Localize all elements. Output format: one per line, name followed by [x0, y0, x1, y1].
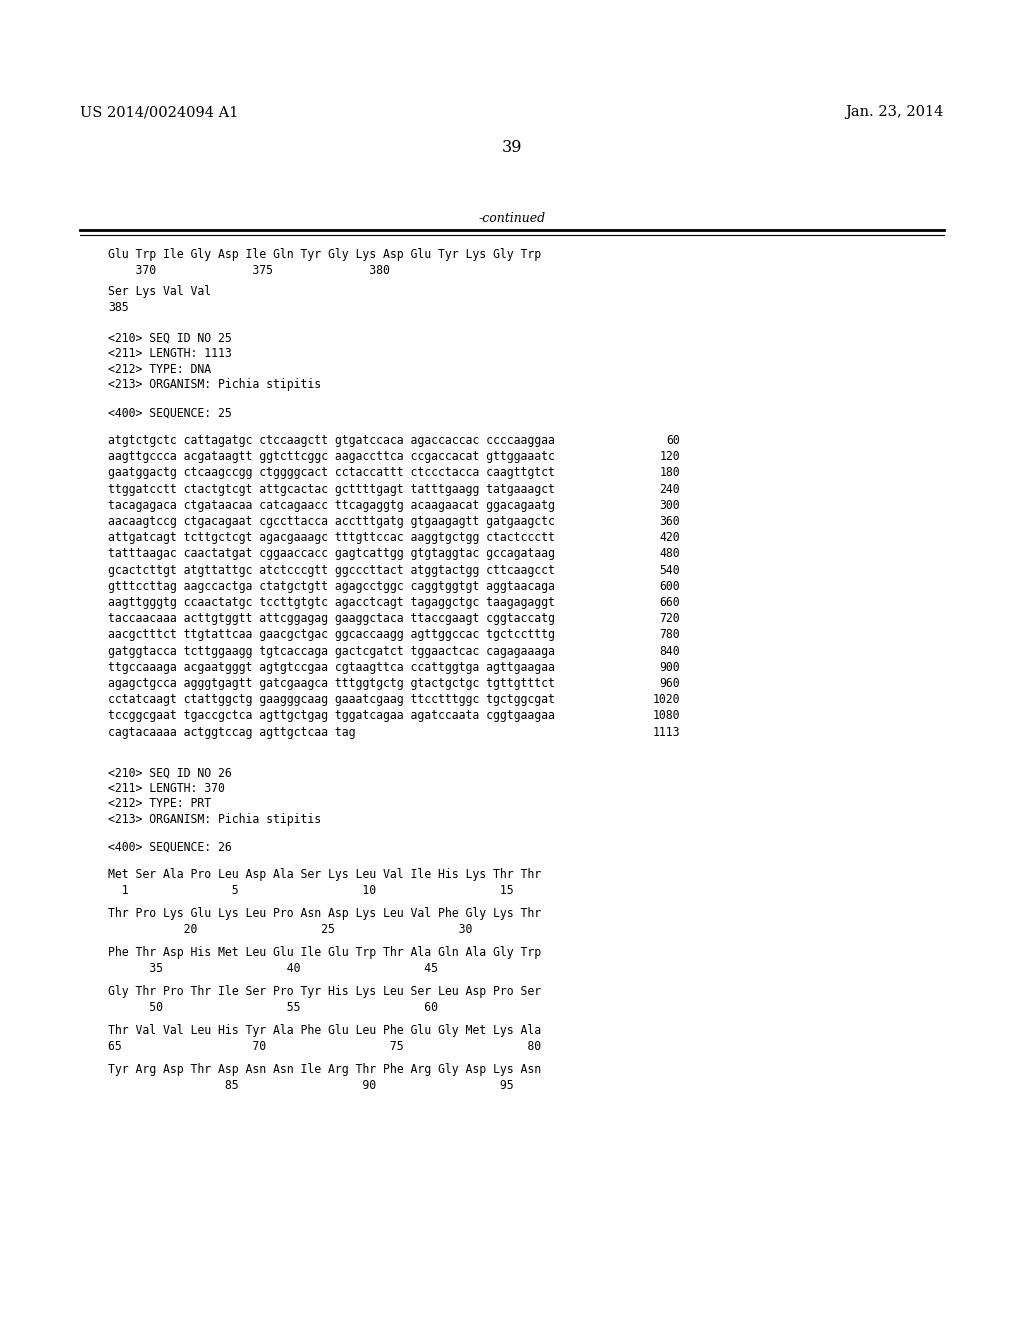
Text: Tyr Arg Asp Thr Asp Asn Asn Ile Arg Thr Phe Arg Gly Asp Lys Asn: Tyr Arg Asp Thr Asp Asn Asn Ile Arg Thr … [108, 1064, 541, 1076]
Text: attgatcagt tcttgctcgt agacgaaagc tttgttccac aaggtgctgg ctactccctt: attgatcagt tcttgctcgt agacgaaagc tttgttc… [108, 531, 555, 544]
Text: <210> SEQ ID NO 26: <210> SEQ ID NO 26 [108, 766, 231, 779]
Text: taccaacaaa acttgtggtt attcggagag gaaggctaca ttaccgaagt cggtaccatg: taccaacaaa acttgtggtt attcggagag gaaggct… [108, 612, 555, 626]
Text: 385: 385 [108, 301, 129, 314]
Text: tccggcgaat tgaccgctca agttgctgag tggatcagaa agatccaata cggtgaagaa: tccggcgaat tgaccgctca agttgctgag tggatca… [108, 709, 555, 722]
Text: aagttgccca acgataagtt ggtcttcggc aagaccttca ccgaccacat gttggaaatc: aagttgccca acgataagtt ggtcttcggc aagacct… [108, 450, 555, 463]
Text: 780: 780 [659, 628, 680, 642]
Text: Thr Pro Lys Glu Lys Leu Pro Asn Asp Lys Leu Val Phe Gly Lys Thr: Thr Pro Lys Glu Lys Leu Pro Asn Asp Lys … [108, 907, 541, 920]
Text: 900: 900 [659, 661, 680, 673]
Text: agagctgcca agggtgagtt gatcgaagca tttggtgctg gtactgctgc tgttgtttct: agagctgcca agggtgagtt gatcgaagca tttggtg… [108, 677, 555, 690]
Text: <400> SEQUENCE: 26: <400> SEQUENCE: 26 [108, 841, 231, 854]
Text: <213> ORGANISM: Pichia stipitis: <213> ORGANISM: Pichia stipitis [108, 379, 322, 391]
Text: <211> LENGTH: 1113: <211> LENGTH: 1113 [108, 347, 231, 360]
Text: 300: 300 [659, 499, 680, 512]
Text: gaatggactg ctcaagccgg ctggggcact cctaccattt ctccctacca caagttgtct: gaatggactg ctcaagccgg ctggggcact cctacca… [108, 466, 555, 479]
Text: 600: 600 [659, 579, 680, 593]
Text: <210> SEQ ID NO 25: <210> SEQ ID NO 25 [108, 331, 231, 345]
Text: 1113: 1113 [652, 726, 680, 739]
Text: Glu Trp Ile Gly Asp Ile Gln Tyr Gly Lys Asp Glu Tyr Lys Gly Trp: Glu Trp Ile Gly Asp Ile Gln Tyr Gly Lys … [108, 248, 541, 261]
Text: 960: 960 [659, 677, 680, 690]
Text: 65                   70                  75                  80: 65 70 75 80 [108, 1040, 541, 1053]
Text: Thr Val Val Leu His Tyr Ala Phe Glu Leu Phe Glu Gly Met Lys Ala: Thr Val Val Leu His Tyr Ala Phe Glu Leu … [108, 1024, 541, 1038]
Text: 660: 660 [659, 597, 680, 609]
Text: 360: 360 [659, 515, 680, 528]
Text: 480: 480 [659, 548, 680, 561]
Text: 370              375              380: 370 375 380 [108, 264, 390, 276]
Text: <212> TYPE: PRT: <212> TYPE: PRT [108, 797, 211, 810]
Text: <400> SEQUENCE: 25: <400> SEQUENCE: 25 [108, 407, 231, 418]
Text: 35                  40                  45: 35 40 45 [108, 962, 438, 975]
Text: 420: 420 [659, 531, 680, 544]
Text: Met Ser Ala Pro Leu Asp Ala Ser Lys Leu Val Ile His Lys Thr Thr: Met Ser Ala Pro Leu Asp Ala Ser Lys Leu … [108, 869, 541, 882]
Text: 1               5                  10                  15: 1 5 10 15 [108, 884, 514, 896]
Text: 840: 840 [659, 644, 680, 657]
Text: tacagagaca ctgataacaa catcagaacc ttcagaggtg acaagaacat ggacagaatg: tacagagaca ctgataacaa catcagaacc ttcagag… [108, 499, 555, 512]
Text: <212> TYPE: DNA: <212> TYPE: DNA [108, 363, 211, 376]
Text: 50                  55                  60: 50 55 60 [108, 1001, 438, 1014]
Text: Phe Thr Asp His Met Leu Glu Ile Glu Trp Thr Ala Gln Ala Gly Trp: Phe Thr Asp His Met Leu Glu Ile Glu Trp … [108, 946, 541, 960]
Text: aagttgggtg ccaactatgc tccttgtgtc agacctcagt tagaggctgc taagagaggt: aagttgggtg ccaactatgc tccttgtgtc agacctc… [108, 597, 555, 609]
Text: Ser Lys Val Val: Ser Lys Val Val [108, 285, 211, 298]
Text: 240: 240 [659, 483, 680, 495]
Text: cagtacaaaa actggtccag agttgctcaa tag: cagtacaaaa actggtccag agttgctcaa tag [108, 726, 355, 739]
Text: 180: 180 [659, 466, 680, 479]
Text: 540: 540 [659, 564, 680, 577]
Text: 120: 120 [659, 450, 680, 463]
Text: cctatcaagt ctattggctg gaagggcaag gaaatcgaag ttcctttggc tgctggcgat: cctatcaagt ctattggctg gaagggcaag gaaatcg… [108, 693, 555, 706]
Text: gcactcttgt atgttattgc atctcccgtt ggcccttact atggtactgg cttcaagcct: gcactcttgt atgttattgc atctcccgtt ggccctt… [108, 564, 555, 577]
Text: US 2014/0024094 A1: US 2014/0024094 A1 [80, 106, 239, 119]
Text: gtttccttag aagccactga ctatgctgtt agagcctggc caggtggtgt aggtaacaga: gtttccttag aagccactga ctatgctgtt agagcct… [108, 579, 555, 593]
Text: 20                  25                  30: 20 25 30 [108, 923, 472, 936]
Text: 85                  90                  95: 85 90 95 [108, 1078, 514, 1092]
Text: 1080: 1080 [652, 709, 680, 722]
Text: 39: 39 [502, 140, 522, 157]
Text: aacgctttct ttgtattcaa gaacgctgac ggcaccaagg agttggccac tgctcctttg: aacgctttct ttgtattcaa gaacgctgac ggcacca… [108, 628, 555, 642]
Text: -continued: -continued [478, 211, 546, 224]
Text: Jan. 23, 2014: Jan. 23, 2014 [846, 106, 944, 119]
Text: 720: 720 [659, 612, 680, 626]
Text: 60: 60 [667, 434, 680, 447]
Text: 1020: 1020 [652, 693, 680, 706]
Text: ttggatcctt ctactgtcgt attgcactac gcttttgagt tatttgaagg tatgaaagct: ttggatcctt ctactgtcgt attgcactac gcttttg… [108, 483, 555, 495]
Text: ttgccaaaga acgaatgggt agtgtccgaa cgtaagttca ccattggtga agttgaagaa: ttgccaaaga acgaatgggt agtgtccgaa cgtaagt… [108, 661, 555, 673]
Text: atgtctgctc cattagatgc ctccaagctt gtgatccaca agaccaccac ccccaaggaa: atgtctgctc cattagatgc ctccaagctt gtgatcc… [108, 434, 555, 447]
Text: tatttaagac caactatgat cggaaccacc gagtcattgg gtgtaggtac gccagataag: tatttaagac caactatgat cggaaccacc gagtcat… [108, 548, 555, 561]
Text: <213> ORGANISM: Pichia stipitis: <213> ORGANISM: Pichia stipitis [108, 813, 322, 825]
Text: gatggtacca tcttggaagg tgtcaccaga gactcgatct tggaactcac cagagaaaga: gatggtacca tcttggaagg tgtcaccaga gactcga… [108, 644, 555, 657]
Text: aacaagtccg ctgacagaat cgccttacca acctttgatg gtgaagagtt gatgaagctc: aacaagtccg ctgacagaat cgccttacca acctttg… [108, 515, 555, 528]
Text: <211> LENGTH: 370: <211> LENGTH: 370 [108, 781, 225, 795]
Text: Gly Thr Pro Thr Ile Ser Pro Tyr His Lys Leu Ser Leu Asp Pro Ser: Gly Thr Pro Thr Ile Ser Pro Tyr His Lys … [108, 986, 541, 998]
